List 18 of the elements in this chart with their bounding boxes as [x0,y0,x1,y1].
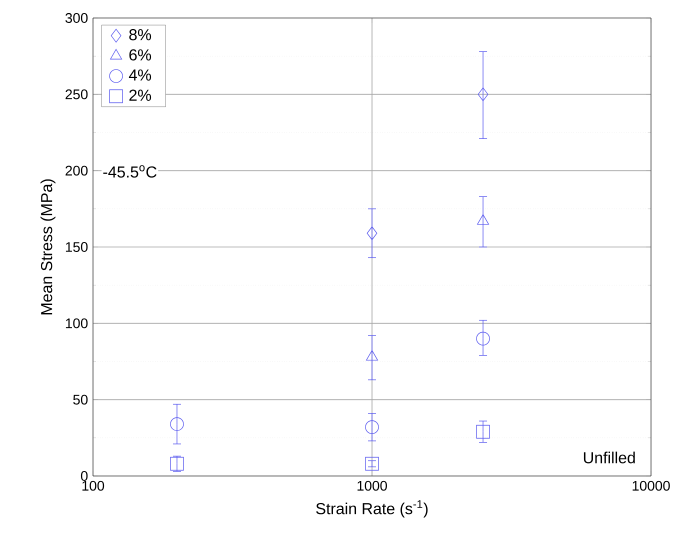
annotation: -45.5$^{o}$C [103,165,157,178]
annotation: Unfilled [584,452,635,464]
y-tick-label: 200 [66,166,88,176]
x-tick-label: 100 [82,480,104,491]
legend-label: 8% [129,29,152,40]
y-tick-label: 0 [80,471,88,481]
x-tick-label: 10000 [632,480,670,491]
y-axis-title: Mean Stress (MPa) [40,179,56,314]
y-tick-label: 300 [65,13,88,23]
x-tick-label: 1000 [358,480,387,491]
y-tick-label: 50 [73,394,88,405]
y-tick-label: 100 [66,318,88,328]
legend-label: 2% [129,90,152,101]
legend-label: 4% [128,69,152,81]
y-tick-label: 150 [66,242,88,252]
legend-label: 6% [129,49,152,61]
x-axis-title: Strain Rate (s$^{-1}$) [316,500,428,518]
y-tick-label: 250 [66,89,88,100]
